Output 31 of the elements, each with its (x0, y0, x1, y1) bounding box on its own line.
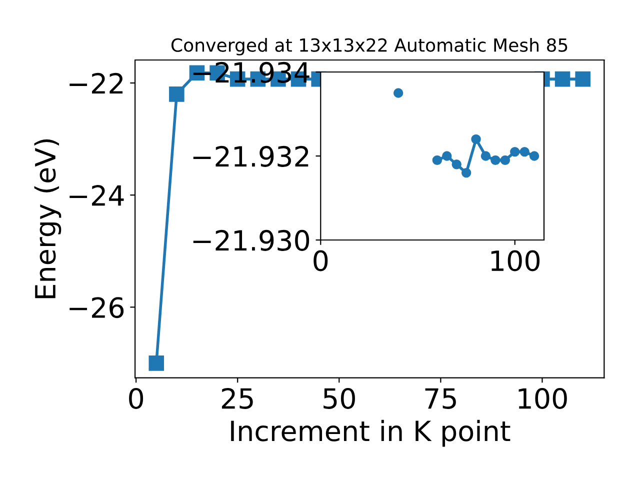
point (510, 146, 520, 157)
point (480, 151, 491, 161)
x-tick-label: 100 (518, 388, 567, 409)
point (554, 71, 570, 87)
point (471, 134, 481, 144)
chart-title: Converged at 13x13x22 Automatic Mesh 85 (171, 38, 568, 56)
y-tick-label: −24 (70, 185, 124, 206)
y-tick-label: −21.930 (193, 230, 310, 251)
y-tick-label: −21.932 (193, 146, 308, 167)
point (520, 146, 530, 157)
x-tick-label: 0 (129, 388, 144, 409)
x-tick-label: 25 (222, 388, 253, 409)
point (490, 155, 500, 166)
x-tick-label: 100 (491, 250, 540, 272)
point (148, 356, 164, 371)
y-tick-label: −26 (70, 297, 124, 318)
point (432, 155, 442, 166)
point (500, 155, 510, 166)
point (442, 151, 452, 161)
point (529, 151, 540, 161)
point (169, 86, 184, 102)
y-tick-label: −22 (70, 72, 123, 94)
point (461, 168, 472, 178)
x-tick-label: 75 (425, 388, 456, 409)
point (575, 71, 590, 87)
y-axis-title: Energy (eV) (34, 139, 62, 298)
point (452, 160, 462, 170)
point (393, 88, 404, 98)
x-tick-label: 0 (314, 250, 328, 272)
x-axis-title: Increment in K point (231, 420, 510, 447)
x-tick-label: 50 (324, 388, 355, 409)
